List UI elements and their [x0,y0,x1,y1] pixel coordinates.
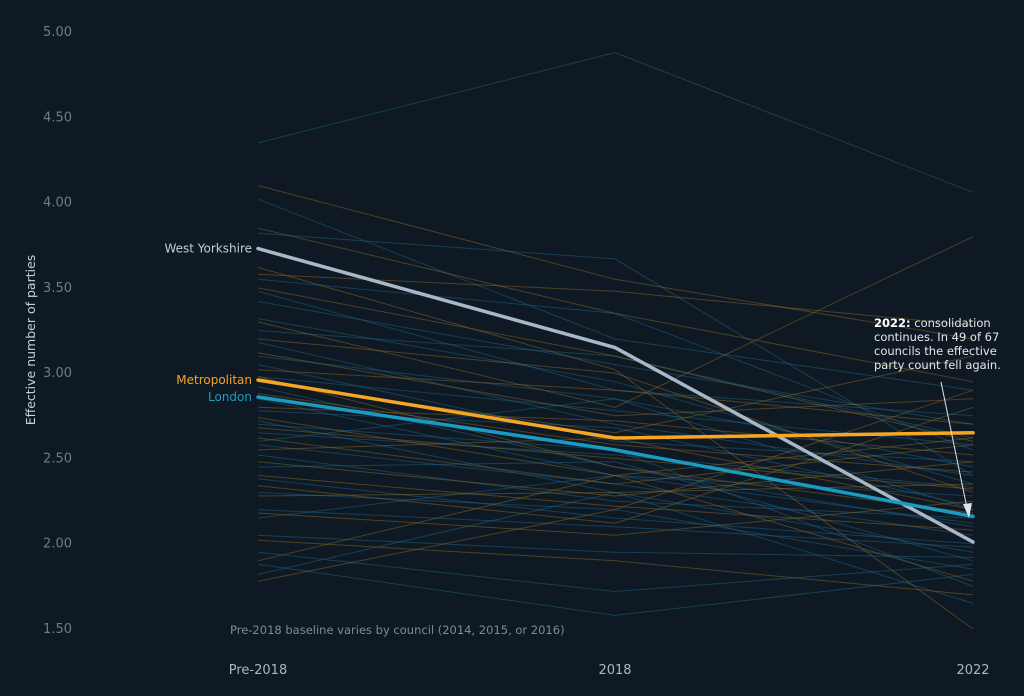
x-tick-label: 2022 [956,663,989,678]
council-line [257,318,974,485]
council-line [257,198,974,391]
annotation-text: 2022: consolidation continues. In 49 of … [874,316,1003,372]
council-line [257,475,974,531]
london-label: London [208,390,252,404]
council-line [257,301,974,425]
council-line [257,393,974,473]
council-line [257,534,974,558]
annotation: 2022: consolidation continues. In 49 of … [874,316,1003,518]
council-line [257,474,974,582]
council-line [257,563,974,616]
council-line [257,273,974,326]
y-tick-label: 3.00 [43,366,72,381]
metropolitan-label: Metropolitan [176,373,252,387]
x-tick-label: 2018 [598,663,631,678]
y-axis-label: Effective number of parties [23,255,38,426]
x-axis-ticks: Pre-2018 2018 2022 [229,663,990,678]
council-line [257,389,974,582]
background-council-lines [257,51,974,630]
council-line [257,500,974,536]
y-tick-label: 4.00 [43,196,72,211]
council-line [257,461,974,562]
y-tick-label: 3.50 [43,281,72,296]
series-labels: West Yorkshire Metropolitan London [164,242,252,404]
y-tick-label: 2.00 [43,537,72,552]
council-line [257,406,974,456]
council-line [257,398,974,468]
council-line [257,185,974,340]
annotation-bold: 2022: [874,316,911,330]
council-line [257,352,974,417]
west-yorkshire-line [256,246,975,544]
council-line [257,406,974,524]
y-tick-label: 4.50 [43,110,72,125]
council-line [257,338,974,493]
y-axis-ticks: 1.50 2.00 2.50 3.00 3.50 4.00 4.50 5.00 [43,25,72,637]
council-line [257,364,974,463]
annotation-line-2: continues. In 49 of 67 [874,330,999,344]
y-tick-label: 2.50 [43,451,72,466]
council-line [257,539,974,596]
metropolitan-line [256,378,975,440]
council-line [257,461,974,497]
council-line [257,483,974,497]
highlighted-series-lines [256,246,975,544]
baseline-note: Pre-2018 baseline varies by council (201… [230,623,565,637]
council-line [257,478,974,545]
annotation-line-1: consolidation [911,316,991,330]
council-line [257,376,974,514]
y-tick-label: 5.00 [43,25,72,40]
annotation-line-3: councils the effective [874,344,997,358]
x-tick-label: Pre-2018 [229,663,287,678]
council-line [257,437,974,485]
council-line [257,369,974,425]
y-tick-label: 1.50 [43,622,72,637]
council-line [257,341,974,476]
council-line [257,509,974,548]
london-line [256,395,975,519]
council-line [257,266,974,630]
council-line [257,232,974,476]
annotation-arrow-line [940,381,968,509]
council-line [257,551,974,593]
west-yorkshire-label: West Yorkshire [164,242,252,256]
annotation-line-4: party count fell again. [874,358,1001,372]
council-line [257,51,974,193]
council-line [257,227,974,383]
annotation-arrowhead [963,503,972,518]
